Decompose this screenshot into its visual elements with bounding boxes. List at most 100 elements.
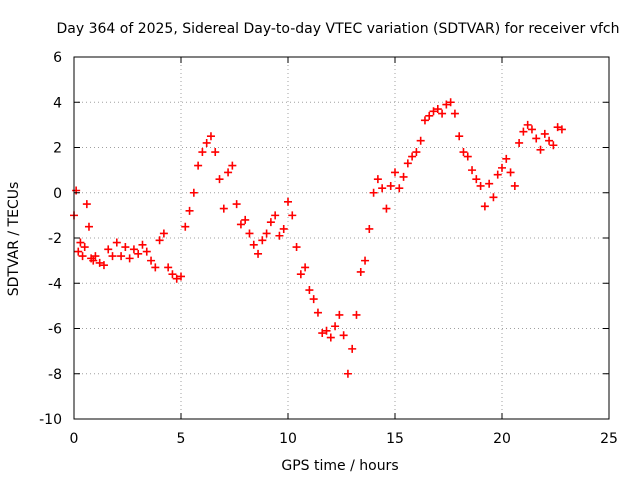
data-point (82, 200, 91, 209)
y-tick-label: 0 (53, 186, 62, 202)
x-tick-label: 5 (177, 431, 186, 447)
data-point (104, 245, 113, 254)
data-point (553, 123, 562, 132)
data-point (271, 211, 280, 220)
data-point (382, 204, 391, 213)
data-point (472, 175, 481, 184)
data-point (206, 132, 215, 141)
data-point (168, 270, 177, 279)
data-point (275, 231, 284, 240)
data-point (224, 168, 233, 177)
data-point (519, 127, 528, 136)
x-tick-labels: 0 5 10 15 20 25 (70, 431, 618, 447)
data-point (459, 148, 468, 157)
data-point (502, 154, 511, 163)
data-point (159, 229, 168, 238)
data-point (236, 220, 245, 229)
data-point (309, 295, 318, 304)
data-point (266, 218, 275, 227)
data-point (480, 202, 489, 211)
y-tick-label: -8 (48, 367, 62, 383)
data-points (70, 98, 566, 378)
data-point (429, 107, 438, 116)
data-point (549, 141, 558, 150)
data-point (399, 172, 408, 181)
data-point (125, 254, 134, 263)
data-point (262, 229, 271, 238)
x-tick-label: 0 (70, 431, 79, 447)
data-point (172, 274, 181, 283)
grid-lines (74, 57, 609, 419)
data-point (523, 120, 532, 129)
data-point (425, 111, 434, 120)
data-point (181, 222, 190, 231)
chart-title: Day 364 of 2025, Sidereal Day-to-day VTE… (56, 21, 619, 37)
data-point (258, 236, 267, 245)
data-point (254, 249, 263, 258)
data-point (142, 247, 151, 256)
data-point (117, 252, 126, 261)
data-point (369, 188, 378, 197)
data-point (194, 161, 203, 170)
data-point (189, 188, 198, 197)
data-point (185, 206, 194, 215)
data-point (74, 247, 83, 256)
data-point (177, 272, 185, 281)
data-point (386, 181, 395, 190)
data-point (305, 286, 314, 295)
data-point (322, 326, 331, 335)
y-tick-label: 4 (53, 95, 62, 111)
data-point (76, 238, 85, 247)
data-point (245, 229, 254, 238)
data-point (155, 236, 164, 245)
data-point (112, 238, 121, 247)
data-point (446, 98, 455, 107)
y-tick-label: 2 (53, 141, 62, 157)
data-point (343, 369, 352, 378)
data-point (442, 100, 451, 109)
data-point (450, 109, 459, 118)
data-point (412, 148, 421, 157)
data-point (489, 193, 498, 202)
data-point (198, 148, 207, 157)
data-point (99, 261, 108, 270)
data-point (433, 105, 442, 114)
data-point (408, 152, 417, 161)
y-tick-label: -4 (48, 276, 62, 292)
data-point (151, 263, 160, 272)
data-point (532, 134, 541, 143)
x-tick-label: 20 (493, 431, 511, 447)
y-axis-label: SDTVAR / TECUs (6, 182, 22, 297)
data-point (339, 331, 348, 340)
data-point (378, 184, 387, 193)
data-point (215, 175, 224, 184)
data-point (80, 243, 89, 252)
x-axis-label: GPS time / hours (281, 458, 398, 474)
data-point (95, 258, 104, 267)
data-point (335, 310, 344, 319)
data-point (416, 136, 425, 145)
data-point (279, 224, 288, 233)
data-point (455, 132, 464, 141)
data-point (331, 322, 340, 331)
data-point (498, 163, 506, 172)
data-point (352, 310, 361, 319)
data-point (138, 240, 147, 249)
y-tick-labels: -10 -8 -6 -4 -2 0 2 4 6 (39, 50, 62, 428)
data-point (395, 184, 404, 193)
data-point (147, 256, 156, 265)
data-point (540, 129, 549, 138)
data-point (78, 252, 87, 261)
data-point (463, 152, 472, 161)
data-point (202, 138, 211, 147)
data-point (219, 204, 228, 213)
data-point (348, 344, 357, 353)
data-point (326, 333, 335, 342)
data-point (510, 181, 519, 190)
data-point (485, 179, 494, 188)
data-point (232, 200, 241, 209)
y-tick-label: -6 (48, 322, 62, 338)
data-point (211, 148, 220, 157)
